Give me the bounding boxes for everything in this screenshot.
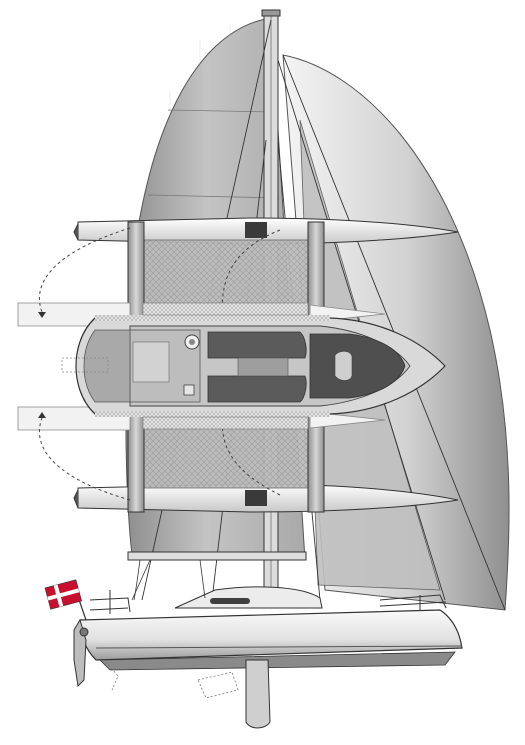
hull-net-strip-lower xyxy=(142,416,309,430)
sheets xyxy=(131,559,206,601)
lifelines xyxy=(89,590,447,614)
hull-net-strip-upper xyxy=(142,302,309,316)
rudder-side xyxy=(73,618,87,688)
cabin-window-lower xyxy=(207,375,307,403)
boom xyxy=(127,551,307,561)
trampoline-net-lower xyxy=(139,419,311,489)
danish-flag xyxy=(44,579,82,610)
cabin-window-upper xyxy=(207,331,307,359)
upper-float-hatch xyxy=(245,222,267,238)
rudder-outline-plan xyxy=(61,357,109,373)
cabin-side xyxy=(174,586,323,609)
lower-float-hatch xyxy=(245,490,267,506)
main-hull-side xyxy=(79,609,463,661)
daggerboard xyxy=(245,659,271,729)
trampoline-net-upper xyxy=(139,239,311,307)
foredeck-panel xyxy=(309,333,406,399)
rudder-lowered-outline xyxy=(197,671,239,699)
